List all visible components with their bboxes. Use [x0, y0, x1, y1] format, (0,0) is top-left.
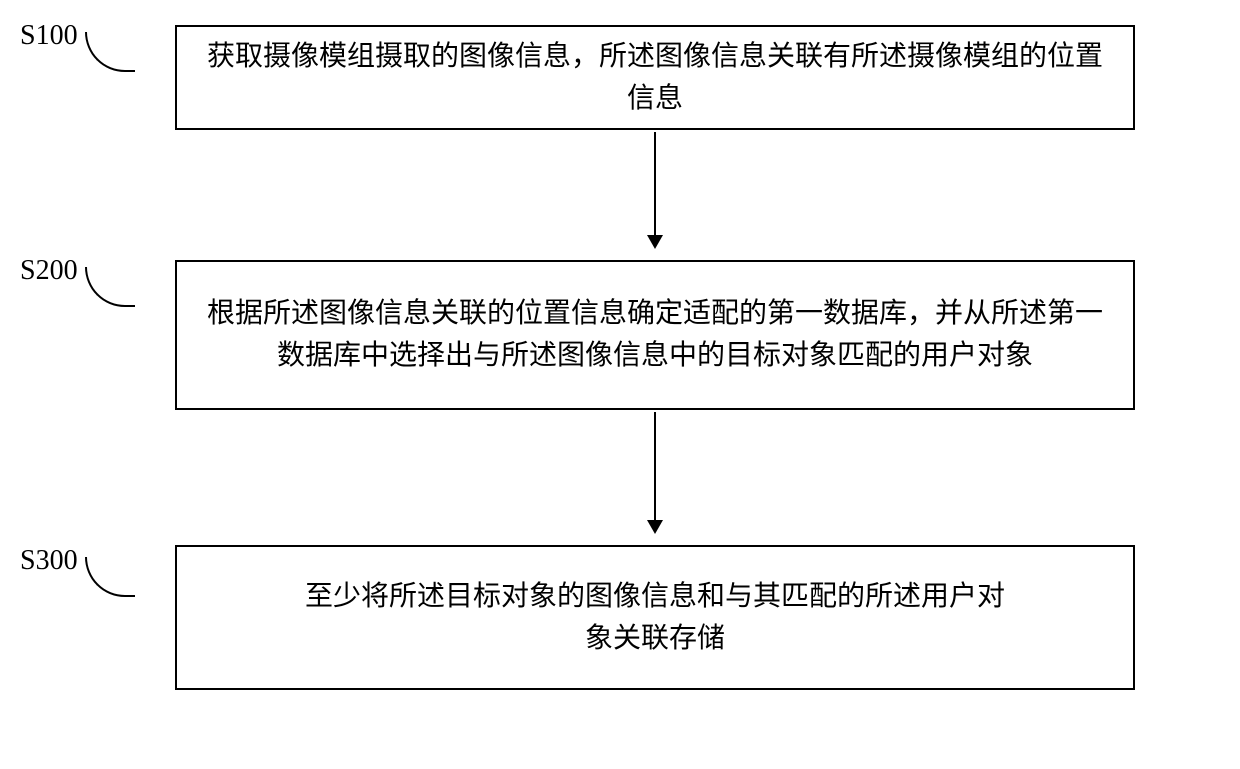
- step-text-s100: 获取摄像模组摄取的图像信息，所述图像信息关联有所述摄像模组的位置信息: [197, 36, 1113, 120]
- arrow-s200-s300: [654, 412, 656, 532]
- step-text-s200: 根据所述图像信息关联的位置信息确定适配的第一数据库，并从所述第一数据库中选择出与…: [197, 293, 1113, 377]
- label-text: S100: [20, 20, 78, 51]
- arrow-s100-s200: [654, 132, 656, 247]
- step-text-s300: 至少将所述目标对象的图像信息和与其匹配的所述用户对象关联存储: [297, 576, 1013, 660]
- step-box-s200: 根据所述图像信息关联的位置信息确定适配的第一数据库，并从所述第一数据库中选择出与…: [175, 260, 1135, 410]
- step-label-s300: S300: [20, 545, 78, 577]
- flowchart-container: S100 获取摄像模组摄取的图像信息，所述图像信息关联有所述摄像模组的位置信息 …: [0, 0, 1240, 769]
- step-box-s100: 获取摄像模组摄取的图像信息，所述图像信息关联有所述摄像模组的位置信息: [175, 25, 1135, 130]
- step-box-s300: 至少将所述目标对象的图像信息和与其匹配的所述用户对象关联存储: [175, 545, 1135, 690]
- step-label-s200: S200: [20, 255, 78, 287]
- step-label-s100: S100: [20, 20, 78, 52]
- label-text: S200: [20, 255, 78, 286]
- label-connector-s200: [85, 267, 135, 307]
- label-text: S300: [20, 545, 78, 576]
- label-connector-s300: [85, 557, 135, 597]
- label-connector-s100: [85, 32, 135, 72]
